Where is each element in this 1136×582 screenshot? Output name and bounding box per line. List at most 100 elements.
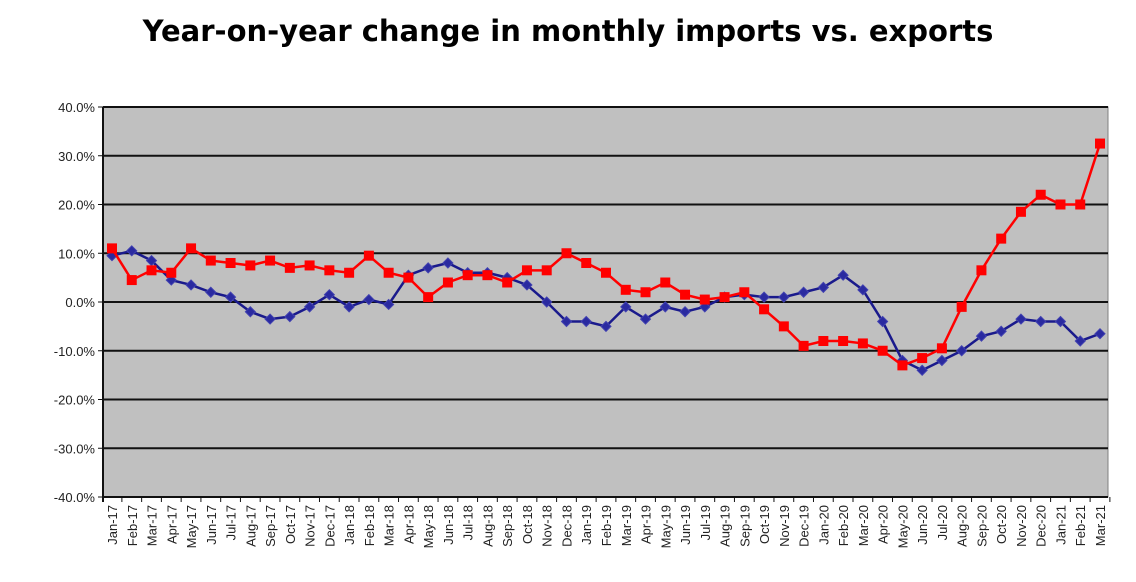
data-point-blue-diamonds	[955, 345, 968, 357]
x-tick-label: Aug-18	[480, 505, 495, 547]
x-tick-label: Dec-17	[322, 505, 337, 547]
data-point-red-squares	[976, 265, 987, 276]
data-point-red-squares	[581, 258, 592, 268]
x-tick-label: Dec-20	[1034, 505, 1049, 547]
y-tick-label: 40.0%	[58, 100, 95, 115]
data-point-red-squares	[383, 267, 394, 278]
x-tick-label: Mar-18	[382, 505, 397, 546]
data-point-blue-diamonds	[758, 291, 770, 303]
x-tick-label: Apr-18	[401, 505, 416, 544]
x-tick-label: Mar-21	[1093, 505, 1108, 546]
data-point-red-squares	[126, 275, 137, 286]
data-point-red-squares	[502, 277, 513, 288]
data-point-red-squares	[107, 243, 117, 254]
data-point-blue-diamonds	[916, 364, 928, 376]
data-point-red-squares	[857, 338, 868, 349]
data-point-blue-diamonds	[126, 245, 138, 257]
y-tick-label: 0.0%	[65, 295, 95, 310]
data-point-red-squares	[640, 287, 651, 298]
data-point-blue-diamonds	[1035, 315, 1047, 328]
x-tick-label: Oct-18	[520, 505, 535, 544]
data-point-red-squares	[265, 255, 276, 266]
data-point-blue-diamonds	[1094, 327, 1106, 340]
data-point-red-squares	[146, 265, 157, 276]
data-point-red-squares	[818, 336, 829, 346]
data-point-blue-diamonds	[659, 301, 671, 313]
x-tick-label: Oct-20	[994, 505, 1009, 544]
data-point-blue-diamonds	[224, 291, 237, 303]
x-tick-label: Aug-20	[955, 505, 970, 547]
data-point-red-squares	[759, 304, 770, 315]
y-tick-label: 30.0%	[58, 149, 95, 164]
data-point-red-squares	[897, 360, 908, 371]
data-point-red-squares	[541, 265, 552, 276]
data-point-red-squares	[620, 284, 631, 295]
x-tick-label: May-17	[184, 505, 199, 548]
data-point-red-squares	[917, 353, 928, 364]
data-point-blue-diamonds	[244, 306, 257, 318]
x-tick-label: Sep-18	[500, 505, 515, 547]
data-point-red-squares	[798, 340, 809, 351]
x-tick-label: Jul-18	[461, 505, 476, 540]
data-point-blue-diamonds	[363, 293, 375, 306]
data-point-red-squares	[778, 321, 789, 332]
data-point-red-squares	[186, 243, 197, 254]
data-point-red-squares	[1055, 199, 1066, 210]
data-point-blue-diamonds	[620, 301, 632, 313]
x-tick-label: Mar-20	[856, 505, 871, 546]
x-tick-label: Feb-20	[836, 505, 851, 546]
data-point-red-squares	[344, 267, 355, 278]
data-point-red-squares	[877, 345, 888, 356]
x-tick-label: Feb-19	[599, 505, 614, 546]
x-tick-label: Feb-17	[125, 505, 140, 546]
x-tick-label: Jul-17	[224, 505, 239, 540]
data-point-blue-diamonds	[837, 269, 849, 281]
data-point-red-squares	[719, 292, 730, 303]
data-point-red-squares	[1075, 199, 1086, 210]
x-tick-label: Jan-17	[105, 505, 120, 545]
data-point-blue-diamonds	[797, 286, 810, 298]
data-point-blue-diamonds	[876, 315, 889, 328]
data-point-red-squares	[442, 277, 453, 288]
y-tick-label: -20.0%	[54, 393, 96, 408]
data-point-red-squares	[304, 260, 315, 271]
data-point-blue-diamonds	[442, 257, 454, 269]
x-tick-label: Feb-21	[1073, 505, 1088, 546]
x-tick-label: Nov-20	[1014, 505, 1029, 547]
data-point-blue-diamonds	[639, 313, 652, 325]
x-tick-label: Sep-17	[263, 505, 278, 547]
data-point-red-squares	[956, 301, 967, 312]
data-point-red-squares	[245, 260, 256, 271]
x-tick-label: Apr-19	[639, 505, 654, 544]
x-tick-label: Dec-18	[559, 505, 574, 547]
data-point-red-squares	[996, 233, 1007, 244]
x-tick-label: Feb-18	[362, 505, 377, 546]
x-tick-label: Mar-17	[145, 505, 160, 546]
data-point-blue-diamonds	[521, 279, 533, 291]
data-point-red-squares	[324, 265, 335, 276]
x-tick-label: Jul-20	[935, 505, 950, 540]
x-tick-label: Sep-20	[974, 505, 989, 547]
data-point-blue-diamonds	[303, 301, 316, 313]
x-tick-label: Jan-18	[342, 505, 357, 545]
data-point-blue-diamonds	[422, 262, 434, 274]
x-tick-label: Jan-21	[1053, 505, 1068, 545]
data-point-red-squares	[838, 336, 849, 346]
data-point-blue-diamonds	[343, 301, 355, 313]
data-point-blue-diamonds	[580, 315, 592, 328]
x-tick-label: Nov-18	[540, 505, 555, 547]
x-tick-label: Jun-19	[678, 505, 693, 545]
data-point-red-squares	[225, 258, 236, 268]
data-point-red-squares	[739, 287, 750, 298]
data-point-red-squares	[423, 292, 434, 303]
data-point-red-squares	[521, 265, 532, 276]
data-point-red-squares	[561, 248, 572, 259]
data-point-red-squares	[699, 294, 710, 305]
x-tick-label: Oct-17	[283, 505, 298, 544]
data-point-blue-diamonds	[205, 286, 217, 298]
data-point-blue-diamonds	[975, 330, 988, 342]
x-tick-label: Aug-17	[243, 505, 258, 547]
data-point-red-squares	[363, 250, 374, 261]
data-point-blue-diamonds	[382, 298, 395, 311]
